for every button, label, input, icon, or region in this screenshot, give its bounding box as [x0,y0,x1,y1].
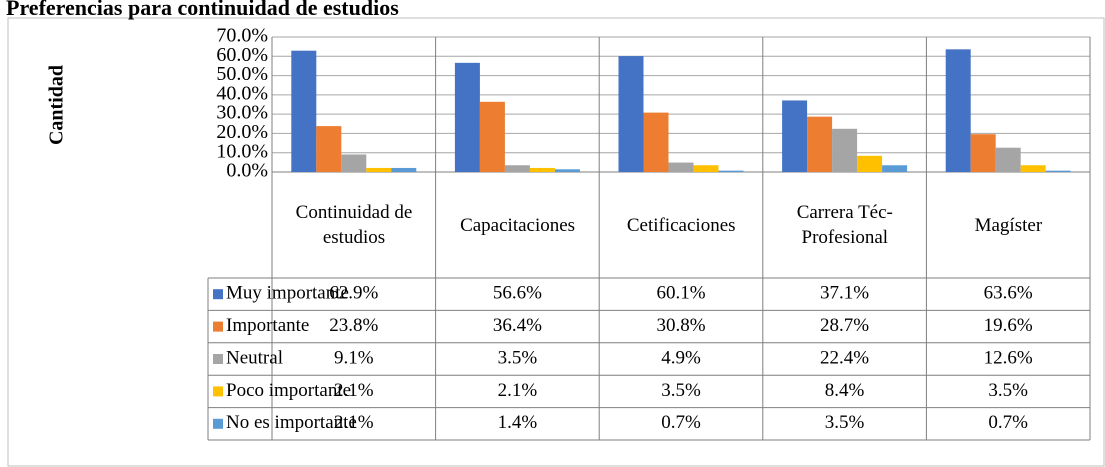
bar [391,167,417,172]
category-label: Continuidad de estudios [295,202,413,248]
table-value: 1.4% [498,412,538,433]
bar [945,49,971,172]
bar [693,165,719,172]
bar [316,126,342,172]
table-value: 9.1% [334,347,374,368]
bar [1020,165,1046,172]
table-value: 8.4% [825,380,865,401]
table-value: 2.1% [334,412,374,433]
table-value: 22.4% [820,347,869,368]
table-value: 62.9% [329,283,378,304]
legend-label: No es importante [226,412,357,433]
table-value: 12.6% [984,347,1033,368]
table-value: 23.8% [329,315,378,336]
y-tick-label: 30.0% [216,102,268,124]
y-tick-label: 20.0% [216,121,268,143]
table-value: 0.7% [988,412,1028,433]
category-label: Magíster [974,214,1043,236]
legend-label: Neutral [226,347,283,368]
bar [832,128,858,172]
bar [970,134,996,172]
bar [668,162,694,172]
bar [782,100,808,172]
legend-key [213,289,223,300]
legend-key [213,321,223,332]
y-tick-label: 50.0% [216,63,268,85]
legend-key [213,354,223,364]
chart-border [7,17,1105,467]
bar [341,154,367,172]
table-value: 19.6% [984,315,1033,336]
y-tick-label: 70.0% [216,25,268,47]
bar [529,167,555,172]
bar [718,170,744,172]
bar [857,155,883,172]
chart-title: Preferencias para continuidad de estudio… [6,0,399,20]
bar [479,101,505,172]
category-label: Capacitaciones [460,214,576,236]
bar [807,116,833,172]
table-value: 0.7% [661,412,701,433]
bar [643,112,669,172]
table-value: 3.5% [498,347,538,368]
table-value: 3.5% [988,380,1028,401]
y-tick-label: 40.0% [216,82,268,104]
table-value: 28.7% [820,315,869,336]
bar [618,56,644,172]
y-axis-title: Cantidad [46,65,68,145]
bar [504,165,530,172]
bar [882,165,908,172]
table-value: 63.6% [984,283,1033,304]
table-value: 2.1% [498,380,538,401]
y-tick-label: 10.0% [216,140,268,162]
bar [1045,170,1071,172]
table-value: 60.1% [656,283,705,304]
category-label: Cetificaciones [626,214,736,236]
table-value: 3.5% [661,380,701,401]
bar [291,50,317,172]
legend-label: Muy importante [226,283,349,304]
table-value: 3.5% [825,412,865,433]
table-value: 37.1% [820,283,869,304]
bar [454,62,480,172]
legend-key [213,386,223,397]
table-value: 30.8% [656,315,705,336]
legend-label: Importante [226,315,309,336]
table-value: 4.9% [661,347,701,368]
bar [554,169,580,172]
category-label: Carrera Téc-Profesional [796,202,893,248]
y-tick-label: 0.0% [226,160,268,182]
bar [995,147,1021,172]
table-value: 56.6% [493,283,542,304]
table-value: 2.1% [334,380,374,401]
bar [366,167,392,172]
y-tick-label: 60.0% [216,44,268,66]
legend-key [213,418,223,429]
legend-label: Poco importante [226,380,351,401]
table-value: 36.4% [493,315,542,336]
